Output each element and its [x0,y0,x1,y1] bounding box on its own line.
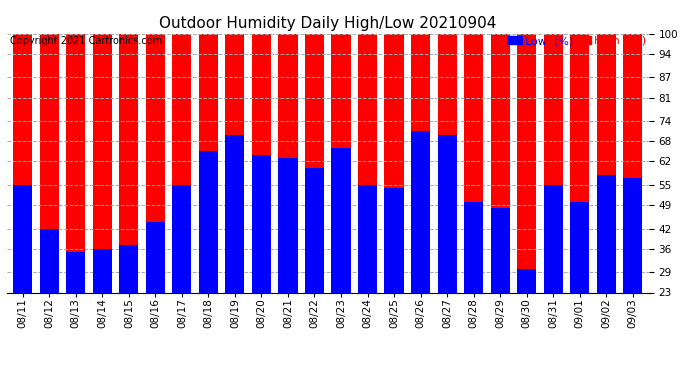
Bar [597,34,615,370]
Bar [13,185,32,370]
Bar [623,178,642,370]
Bar [119,34,139,370]
Bar [172,185,191,370]
Bar [40,34,59,370]
Bar [570,34,589,370]
Bar [491,34,510,370]
Bar [384,34,404,370]
Bar [252,155,271,370]
Bar [305,168,324,370]
Bar [199,152,218,370]
Bar [40,229,59,370]
Bar [623,34,642,370]
Bar [597,175,615,370]
Bar [279,34,297,370]
Bar [570,202,589,370]
Bar [437,34,457,370]
Bar [517,34,536,370]
Bar [252,34,271,370]
Text: Copyright 2021 Cartronics.com: Copyright 2021 Cartronics.com [10,36,162,46]
Bar [331,34,351,370]
Bar [358,185,377,370]
Bar [544,34,562,370]
Bar [13,34,32,370]
Bar [146,34,165,370]
Bar [199,34,218,370]
Bar [172,34,191,370]
Bar [384,188,404,370]
Bar [66,252,86,370]
Bar [279,158,297,370]
Bar [66,34,86,370]
Legend: Low  (%), High  (%): Low (%), High (%) [509,36,647,46]
Bar [226,34,244,370]
Bar [226,135,244,370]
Bar [544,185,562,370]
Bar [411,131,430,370]
Bar [517,269,536,370]
Bar [464,34,483,370]
Bar [146,222,165,370]
Bar [437,135,457,370]
Bar [491,209,510,370]
Bar [305,34,324,370]
Bar [331,148,351,370]
Bar [93,249,112,370]
Bar [119,246,139,370]
Bar [411,34,430,370]
Bar [464,202,483,370]
Bar [93,34,112,370]
Bar [358,34,377,370]
Title: Outdoor Humidity Daily High/Low 20210904: Outdoor Humidity Daily High/Low 20210904 [159,16,496,31]
